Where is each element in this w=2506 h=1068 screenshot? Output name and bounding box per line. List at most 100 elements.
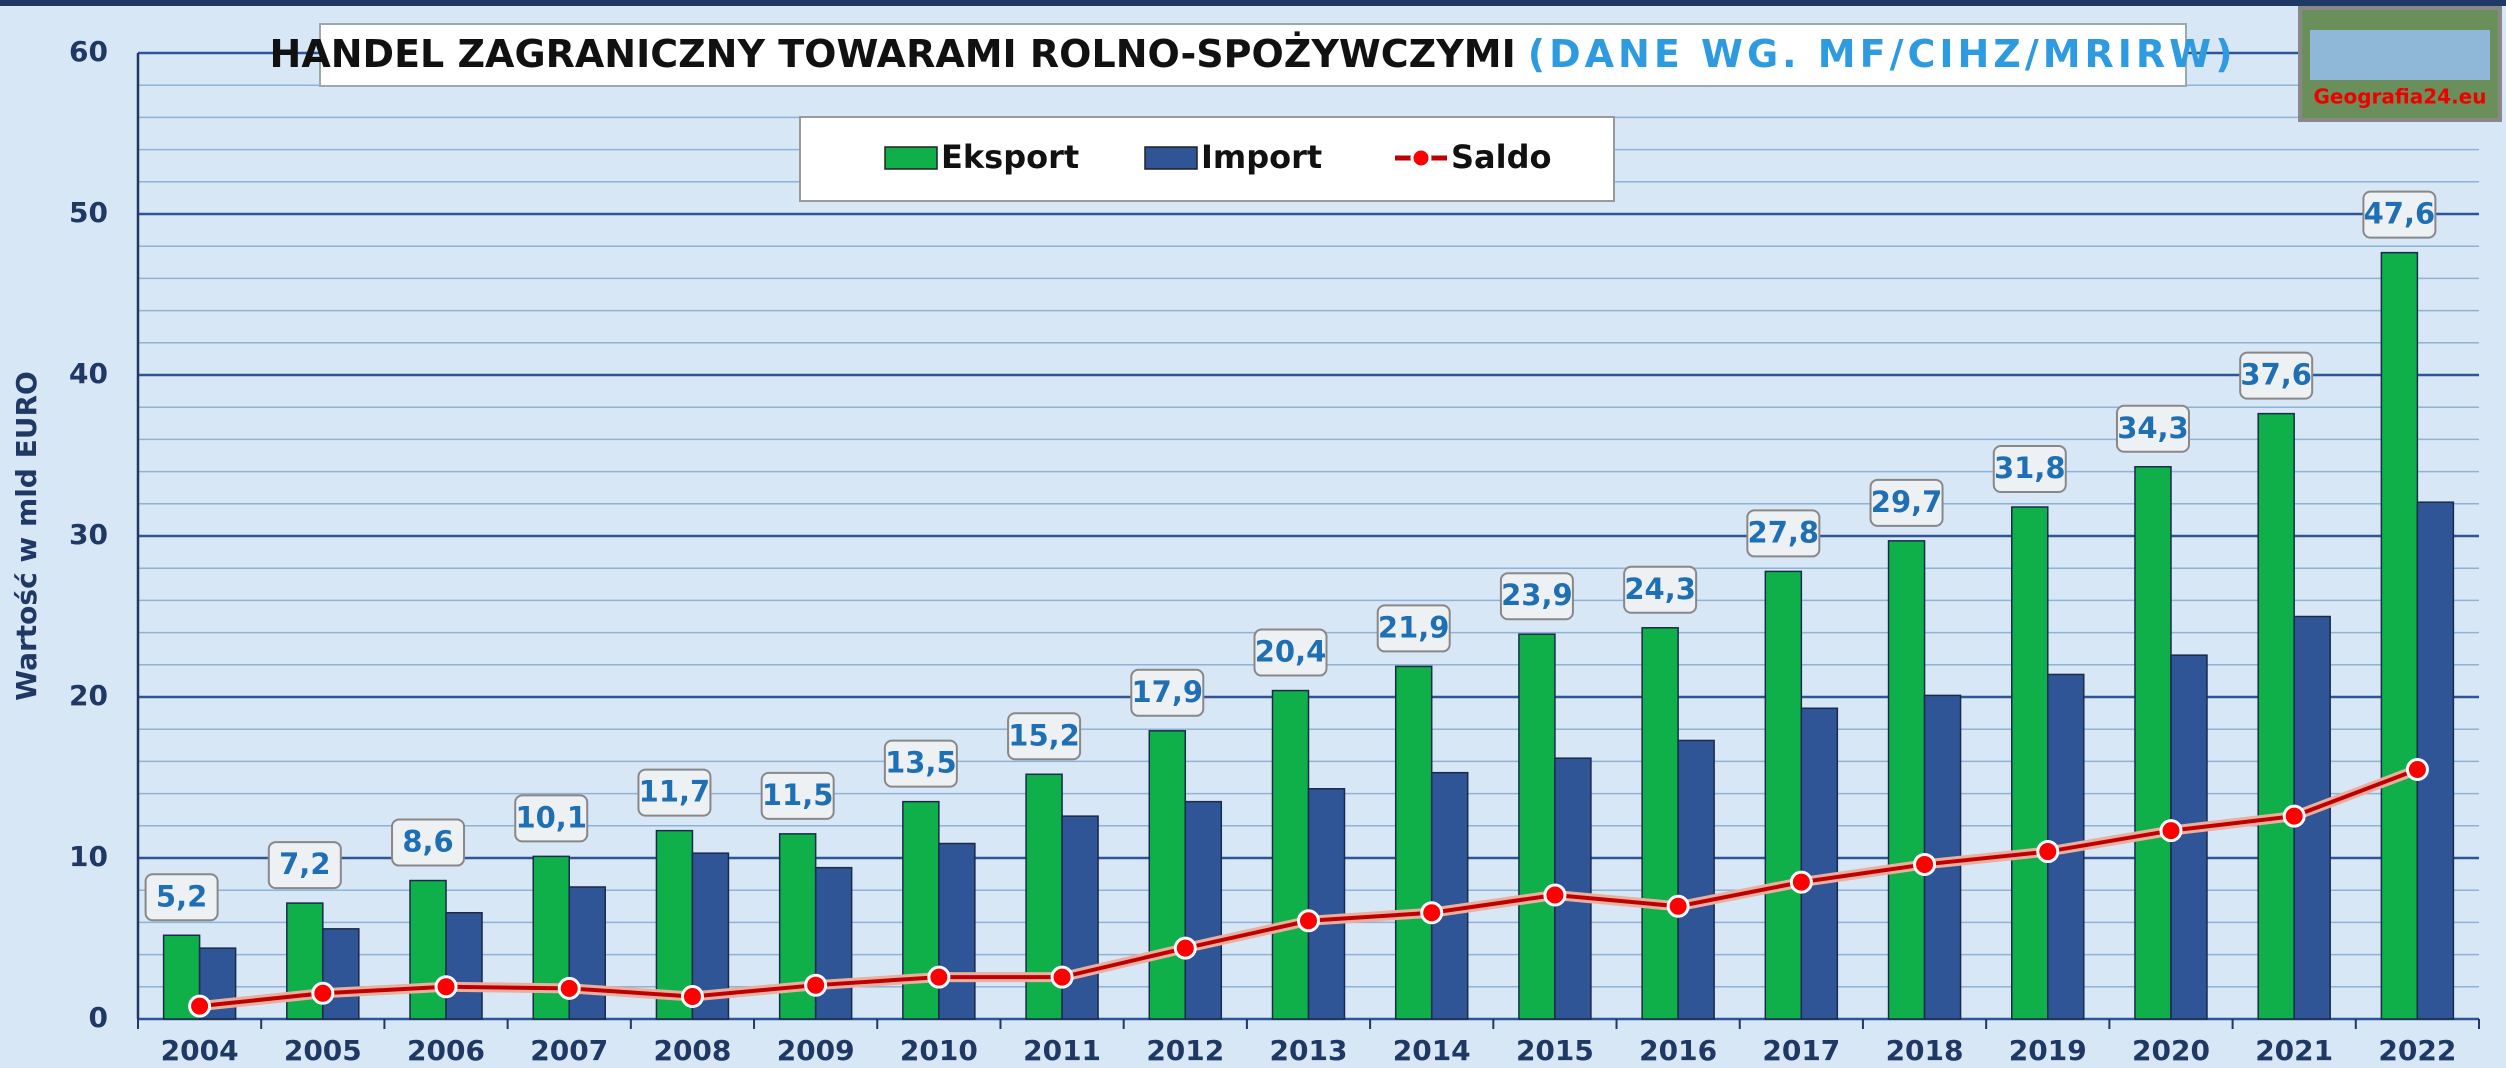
y-tick-label: 40: [69, 357, 108, 390]
bar: [1061, 815, 1099, 1020]
x-tick-label: 2009: [777, 1034, 855, 1067]
value-label: 31,8: [1994, 451, 2066, 485]
bar: [568, 886, 606, 1020]
value-label-box: [1623, 565, 1698, 614]
value-label-box: [637, 768, 712, 817]
saldo-point: [1543, 883, 1567, 907]
bar: [1430, 771, 1469, 1020]
value-label-box: [1130, 668, 1205, 717]
title-line: HANDEL ZAGRANICZNY TOWARAMI ROLNO-SPOŻYW…: [270, 32, 2237, 76]
saldo-point: [680, 984, 704, 1008]
value-label-box: [2239, 351, 2314, 400]
saldo-point: [2159, 819, 2183, 843]
y-tick-label: 10: [69, 840, 108, 873]
x-tick-label: 2022: [2378, 1034, 2456, 1067]
y-axis-label: Wartość w mld EURO: [10, 371, 43, 701]
saldo-point: [1913, 852, 1937, 876]
y-tick-label: 0: [89, 1001, 108, 1034]
x-tick-label: 2021: [2255, 1034, 2333, 1067]
saldo-point: [2036, 840, 2060, 864]
value-label-box: [1992, 445, 2067, 494]
marks: 5,2 7,2 8,6 10,1 11,7 11,5 13,5 15,2 17,9 20,4 21,…: [144, 190, 2455, 1020]
y-tick-label: 50: [69, 196, 108, 229]
bar: [2257, 412, 2295, 1020]
value-label: 21,9: [1378, 610, 1450, 644]
bar: [1887, 540, 1926, 1020]
bar: [938, 842, 976, 1020]
bar: [2134, 466, 2172, 1020]
bar: [445, 911, 483, 1020]
logo-text: Geografia24.eu: [2314, 85, 2487, 109]
bar: [1518, 633, 1556, 1020]
value-label: 37,6: [2240, 358, 2312, 392]
x-tick-label: 2011: [1023, 1034, 1101, 1067]
legend-marker: [1410, 147, 1432, 169]
x-tick-label: 2018: [1886, 1034, 1964, 1067]
saldo-point: [2282, 804, 2306, 828]
bar: [1641, 627, 1679, 1020]
x-tick-label: 2012: [1146, 1034, 1224, 1067]
value-label: 5,2: [156, 879, 207, 913]
saldo-point: [434, 975, 458, 999]
chart-subtitle: (DANE WG. MF/CIHZ/MRIRW): [1528, 32, 2237, 76]
value-label: 23,9: [1501, 578, 1573, 612]
value-label-box: [1253, 628, 1328, 677]
title-box: [319, 23, 2187, 87]
x-tick-label: 2006: [407, 1034, 485, 1067]
value-label: 7,2: [279, 847, 330, 881]
bar: [1148, 730, 1187, 1020]
y-tick-label: 60: [69, 35, 108, 68]
x-tick-label: 2007: [530, 1034, 608, 1067]
legend: Eksport Import Saldo: [884, 138, 1552, 176]
value-label: 34,3: [2117, 411, 2189, 445]
value-label-box: [267, 841, 342, 890]
value-label: 20,4: [1255, 635, 1327, 669]
value-label: 27,8: [1748, 515, 1820, 549]
value-label: 17,9: [1132, 675, 1204, 709]
value-label-box: [2362, 190, 2437, 239]
saldo-point: [1173, 936, 1197, 960]
value-label: 11,7: [639, 775, 711, 809]
value-label-box: [1746, 509, 1821, 558]
value-label-box: [2115, 404, 2190, 453]
value-label: 13,5: [885, 746, 957, 780]
value-label-box: [1869, 478, 1944, 527]
bar: [1800, 707, 1839, 1020]
value-label: 29,7: [1871, 485, 1943, 519]
bar: [1764, 570, 1803, 1020]
x-tick-label: 2020: [2132, 1034, 2210, 1067]
value-label: 11,5: [762, 778, 834, 812]
x-tick-label: 2008: [653, 1034, 731, 1067]
x-tick-label: 2005: [284, 1034, 362, 1067]
value-label-box: [883, 739, 958, 788]
bar: [1184, 800, 1223, 1020]
bar: [322, 928, 360, 1020]
y-tick-label: 20: [69, 679, 108, 712]
saldo-point: [1789, 870, 1813, 894]
value-label: 24,3: [1624, 572, 1696, 606]
x-tick-label: 2013: [1270, 1034, 1348, 1067]
x-tick-label: 2019: [2009, 1034, 2087, 1067]
legend-label: Eksport: [941, 138, 1079, 176]
saldo-point: [1050, 965, 1074, 989]
value-label-box: [514, 794, 589, 843]
saldo-point: [188, 994, 212, 1018]
value-label: 8,6: [402, 825, 453, 859]
bar: [409, 879, 447, 1020]
saldo-point: [557, 976, 581, 1000]
saldo-point: [311, 981, 335, 1005]
bar: [814, 866, 853, 1020]
saldo-point: [1666, 894, 1690, 918]
saldo-point: [1297, 909, 1320, 933]
value-label-box: [760, 771, 835, 820]
saldo-point: [1420, 901, 1444, 925]
chart-title: HANDEL ZAGRANICZNY TOWARAMI ROLNO-SPOŻYW…: [270, 32, 1516, 76]
bar: [2380, 251, 2419, 1020]
value-label-box: [1007, 712, 1082, 761]
bar: [1307, 788, 1346, 1020]
y-tick-label: 30: [69, 518, 108, 551]
value-label: 15,2: [1008, 718, 1080, 752]
x-tick-label: 2017: [1762, 1034, 1840, 1067]
